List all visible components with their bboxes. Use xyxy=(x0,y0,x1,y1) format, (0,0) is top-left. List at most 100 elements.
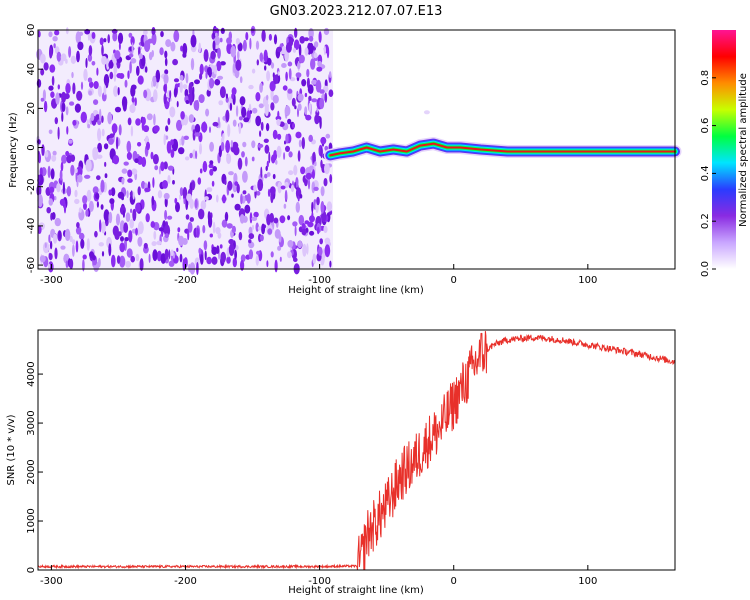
noise-blob xyxy=(312,151,316,164)
noise-blob xyxy=(234,249,238,260)
noise-blob xyxy=(65,260,69,269)
noise-blob xyxy=(325,133,331,139)
noise-blob xyxy=(199,168,203,174)
noise-blob xyxy=(284,181,289,189)
noise-blob xyxy=(92,148,99,161)
noise-blob xyxy=(108,243,112,257)
noise-blob xyxy=(80,111,88,124)
noise-blob xyxy=(231,225,236,234)
noise-blob xyxy=(179,253,183,263)
noise-blob xyxy=(297,150,301,162)
noise-blob xyxy=(273,217,279,224)
colorbar: 0.0 0.2 0.4 0.6 0.8 Normalized spectral ampl… xyxy=(700,30,749,277)
noise-blob xyxy=(259,130,262,137)
noise-blob xyxy=(294,225,297,237)
noise-blob xyxy=(237,157,243,170)
noise-blob xyxy=(201,121,208,133)
noise-blob xyxy=(113,72,117,82)
noise-blob xyxy=(320,146,323,159)
noise-blob xyxy=(316,196,320,206)
noise-blob xyxy=(126,152,132,160)
noise-blob xyxy=(235,105,239,117)
colorbar-tick-label: 0.0 xyxy=(700,261,711,277)
noise-blob xyxy=(220,27,225,34)
noise-blob xyxy=(267,188,271,197)
noise-blob xyxy=(153,113,156,126)
noise-blob xyxy=(189,152,193,159)
noise-blob xyxy=(232,119,237,127)
noise-blob xyxy=(304,92,308,98)
noise-blob xyxy=(226,223,233,229)
noise-blob xyxy=(128,32,133,38)
noise-blob xyxy=(272,129,278,140)
noise-blob xyxy=(324,92,328,103)
noise-blob xyxy=(74,198,80,205)
noise-blob xyxy=(210,50,216,60)
noise-blob xyxy=(110,187,116,197)
y-tick-label: -40 xyxy=(26,218,37,234)
noise-blob xyxy=(311,79,318,85)
noise-blob xyxy=(101,128,105,137)
noise-blob xyxy=(281,45,286,53)
noise-blob xyxy=(283,152,286,160)
noise-blob xyxy=(122,210,125,218)
spectrogram-x-label: Height of straight line (km) xyxy=(288,285,424,296)
noise-blob xyxy=(111,254,116,268)
noise-blob xyxy=(196,227,200,238)
noise-blob xyxy=(244,204,251,214)
noise-blob xyxy=(320,159,323,169)
noise-blob xyxy=(82,195,88,205)
noise-blob xyxy=(139,258,144,271)
noise-blob xyxy=(248,84,254,90)
noise-blob xyxy=(71,239,76,245)
noise-blob xyxy=(46,207,51,214)
noise-blob xyxy=(82,254,87,260)
noise-blob xyxy=(256,250,261,255)
noise-blob xyxy=(86,238,90,251)
noise-blob xyxy=(86,189,92,202)
noise-blob xyxy=(232,257,237,268)
noise-blob xyxy=(198,247,202,255)
noise-blob xyxy=(255,40,260,50)
noise-blob xyxy=(96,175,101,181)
noise-blob xyxy=(224,179,227,186)
noise-blob xyxy=(202,160,208,173)
noise-blob xyxy=(182,187,188,199)
noise-blob xyxy=(176,119,183,131)
noise-blob xyxy=(308,95,312,102)
noise-blob xyxy=(177,227,181,233)
noise-blob xyxy=(284,189,288,201)
noise-blob xyxy=(264,103,269,117)
noise-blob xyxy=(117,191,125,199)
noise-blob xyxy=(202,225,206,234)
noise-blob xyxy=(107,111,113,125)
noise-blob xyxy=(118,42,121,51)
noise-blob xyxy=(302,243,307,257)
noise-blob xyxy=(241,151,245,158)
noise-blob xyxy=(222,133,225,141)
noise-blob xyxy=(198,94,205,104)
noise-blob xyxy=(146,141,150,151)
noise-blob xyxy=(277,181,282,194)
noise-blob xyxy=(192,129,196,141)
noise-blob xyxy=(179,74,184,81)
noise-blob xyxy=(61,91,67,103)
noise-blob xyxy=(48,234,51,243)
noise-blob xyxy=(216,245,220,255)
noise-blob xyxy=(235,59,242,71)
noise-blob xyxy=(251,68,256,74)
noise-blob xyxy=(217,47,221,59)
noise-blob xyxy=(258,103,264,109)
noise-blob xyxy=(53,43,56,49)
noise-blob xyxy=(238,122,242,135)
noise-blob xyxy=(248,249,254,260)
noise-blob xyxy=(298,54,305,64)
noise-blob xyxy=(323,27,330,36)
noise-blob xyxy=(221,219,228,228)
x-tick-label: 100 xyxy=(578,275,597,286)
noise-blob xyxy=(121,177,125,185)
noise-blob xyxy=(141,121,145,131)
noise-blob xyxy=(91,32,96,39)
noise-blob xyxy=(151,241,157,247)
noise-blob xyxy=(320,186,325,197)
